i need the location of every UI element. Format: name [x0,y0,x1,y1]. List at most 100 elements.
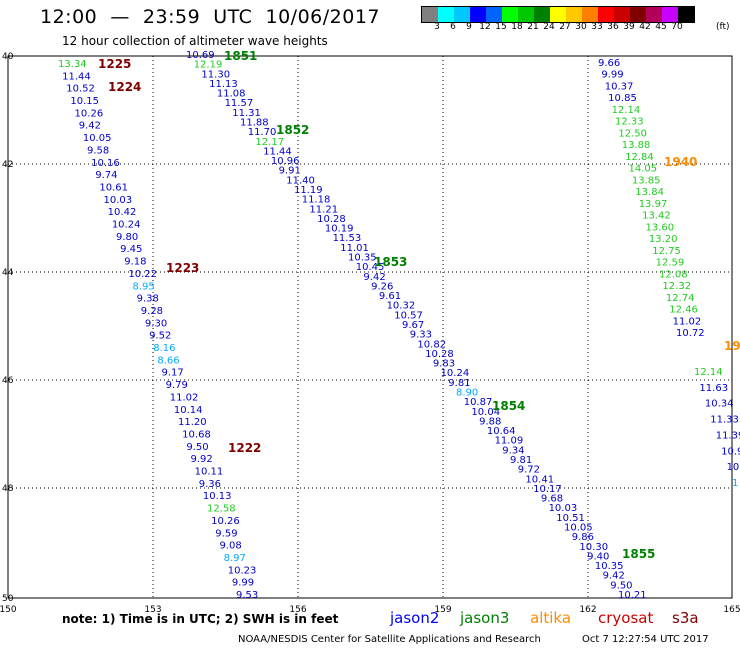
wave-height-value: 8.16 [153,343,175,354]
wave-height-value: 10.51 [556,513,585,524]
wave-height-value: 11.44 [62,71,91,82]
wave-height-value: 10.23 [228,565,257,576]
wave-height-value: 11.21 [309,204,338,215]
wave-height-value: 13.20 [649,234,678,245]
wave-height-value: 12.75 [652,246,681,257]
wave-height-value: 10.96 [271,156,300,167]
wave-height-value: 10.30 [579,542,608,553]
wave-height-value: 10.32 [387,301,416,312]
pass-time-label: 1853 [374,255,407,269]
wave-height-value: 9.28 [141,306,163,317]
wave-height-value: 10.41 [525,474,554,485]
pass-time-label: 1223 [166,261,199,275]
wave-height-value: 12.08 [659,269,688,280]
legend-label: 12 [479,22,491,32]
wave-height-value: 10.37 [605,81,634,92]
legend-label: 24 [543,22,555,32]
wave-height-value: 10.28 [425,349,454,360]
wave-height-value: 12.84 [625,152,654,163]
wave-height-value: 9.08 [219,541,241,552]
wave-height-value: 9.68 [541,494,563,505]
wave-height-value: 9.81 [448,378,470,389]
wave-height-value: 10.22 [128,269,157,280]
wave-height-value: 10.35 [348,253,377,264]
wave-height-value: 10.35 [595,561,624,572]
wave-height-value: 9.33 [410,330,432,341]
legend-label: 36 [607,22,619,32]
latitude-label: 48 [2,484,14,494]
latitude-label: 44 [2,268,14,278]
wave-height-value: 10.57 [394,310,423,321]
legend-label: 45 [655,22,667,32]
wave-height-value: 9.59 [215,528,237,539]
wave-height-value: 9.67 [402,320,424,331]
wave-height-value: 9.40 [587,551,609,562]
wave-height-value: 10.85 [608,93,637,104]
legend-swatch [518,7,534,22]
wave-height-value: 10.17 [533,484,562,495]
wave-height-value: 10.05 [564,523,593,534]
footer-note: note: 1) Time is in UTC; 2) SWH is in fe… [62,612,339,626]
wave-height-value: 9.42 [603,571,625,582]
legend-swatch [470,7,486,22]
wave-height-value: 10.03 [549,503,578,514]
pass-time-labels: 1225 1224 1223 1222 1851 1852 1853 1854 1855 1940… [98,49,740,561]
wave-height-value: 11.88 [240,118,269,129]
legend-label: 6 [450,22,456,32]
wave-height-value: 11.63 [699,383,728,394]
wave-height-value: 9.36 [199,479,221,490]
wave-height-value: 10.64 [487,426,516,437]
wave-height-value: 10.21 [618,590,647,601]
latitude-label: 50 [2,594,14,604]
wave-height-value: 12.58 [207,504,236,515]
wave-height-value: 9.45 [120,244,142,255]
legend-swatch [646,7,662,22]
wave-height-value: 11.08 [217,89,246,100]
wave-height-value: 10.42 [108,207,137,218]
longitude-label: 165 [723,605,740,615]
wave-height-value: 9.42 [79,121,101,132]
latitude-label: 40 [2,52,14,62]
wave-height-value: 8.90 [456,388,478,399]
pass-time-label: 19 [724,339,740,353]
generation-timestamp: Oct 7 12:27:54 UTC 2017 [582,634,709,645]
legend-label: 3 [434,22,440,32]
wave-height-value: 11.57 [225,98,254,109]
legend-label: 70 [671,22,683,32]
legend-swatch [550,7,566,22]
wave-height-values: 13.3411.4410.5210.1510.269.4210.059.5810… [58,50,740,601]
wave-height-value: 10.45 [356,262,385,273]
wave-height-value: 8.97 [224,553,246,564]
wave-height-value: 13.60 [645,222,674,233]
legend-swatch [678,7,694,22]
legend-swatch [422,7,438,22]
wave-height-value: 9.88 [479,416,501,427]
wave-height-value: 11.02 [673,316,702,327]
wave-height-value: 10.72 [676,328,705,339]
wave-height-value: 11.70 [248,127,277,138]
legend-label: 33 [591,22,603,32]
wave-height-value: 10.05 [83,133,112,144]
wave-height-value: 10.24 [441,368,470,379]
wave-height-value: 11.53 [333,233,362,244]
wave-height-value: 9.99 [232,578,254,589]
mission-name: jason3 [460,609,510,627]
pass-time-label: 1851 [224,49,257,63]
pass-time-label: 1940 [664,155,697,169]
pass-time-label: 1224 [108,80,141,94]
wave-height-value: 11.44 [263,146,292,157]
wave-height-value: 11.31 [232,108,261,119]
wave-height-value: 11.09 [495,436,524,447]
wave-height-value: 13.88 [622,140,651,151]
color-scale-legend [421,6,695,23]
legend-label: 42 [639,22,651,32]
legend-swatch [502,7,518,22]
wave-height-value: 9.74 [95,170,117,181]
wave-height-value: 11.40 [286,175,315,186]
longitude-label: 162 [579,605,596,615]
wave-height-value: 13.85 [632,175,661,186]
latitude-label: 46 [2,376,14,386]
wave-height-value: 9.92 [190,454,212,465]
wave-height-value: 12.19 [194,60,223,71]
wave-height-value: 9.52 [149,331,171,342]
